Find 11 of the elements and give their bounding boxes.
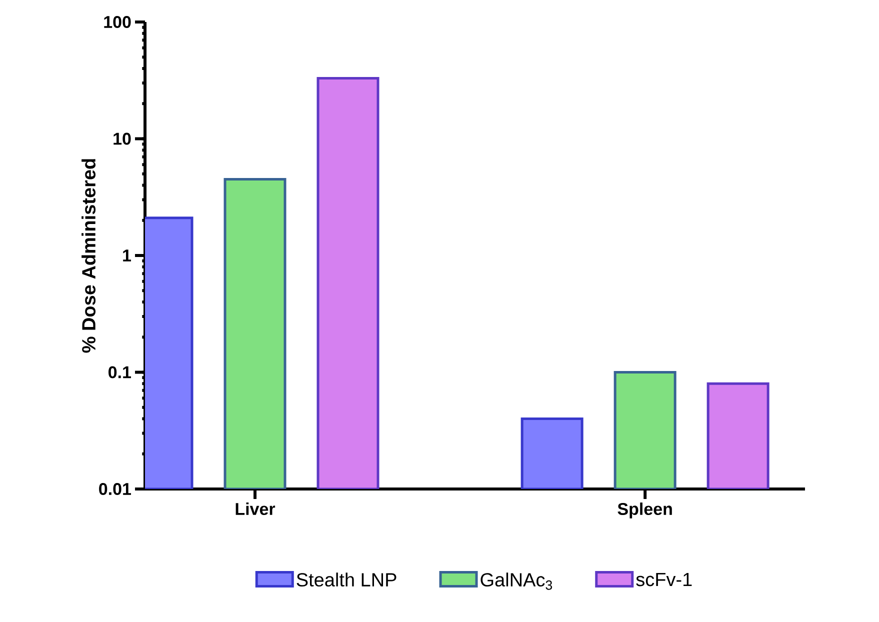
legend-label: Stealth LNP [296,572,396,587]
y-tick-label: 10 [114,132,131,145]
y-tick-label: 100 [104,16,131,28]
legend-label: GalNAc$_{3}$ [480,572,552,590]
x-tick-label: Spleen [618,502,672,518]
y-tick-label: 0.01 [99,482,131,496]
y-axis-title: % Dose Administered [82,159,96,353]
y-tick-label: 0.1 [108,366,131,378]
legend-label: scFv-1 [636,572,692,586]
x-tick-label: Liver [236,502,276,516]
y-tick-label: 1 [123,250,131,262]
